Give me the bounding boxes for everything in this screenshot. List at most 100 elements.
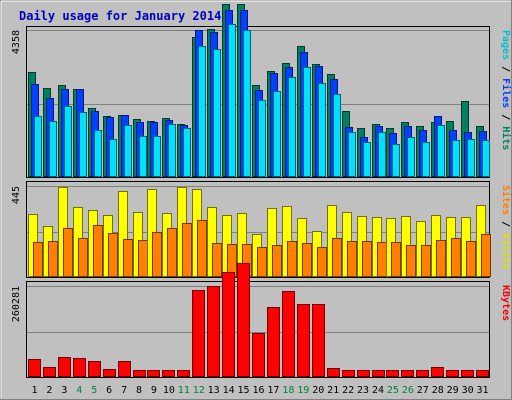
bar-pages-day-10: [168, 124, 176, 177]
legend-part: /: [500, 108, 511, 126]
bar-sites-day-3: [63, 228, 73, 277]
day-label-22: 22: [342, 385, 354, 396]
bar-sites-day-4: [78, 238, 88, 277]
bar-pages-day-5: [94, 130, 102, 177]
bar-sites-day-18: [287, 241, 297, 277]
chart-panels: 4358 Pages / Files / Hits 445 Sites / Visit…: [11, 4, 512, 378]
bar-kbytes-day-24: [372, 370, 385, 377]
bar-kbytes-day-7: [118, 361, 131, 377]
day-label-4: 4: [76, 385, 82, 396]
bar-pages-day-24: [378, 132, 386, 177]
bar-pages-day-4: [79, 112, 87, 177]
bar-kbytes-day-28: [431, 367, 444, 377]
chart-title: Daily usage for January 2014: [19, 9, 221, 23]
bar-kbytes-day-4: [73, 358, 86, 377]
bar-pages-day-30: [467, 139, 475, 177]
bar-pages-day-11: [183, 128, 191, 177]
bar-sites-day-11: [182, 223, 192, 277]
bar-sites-day-13: [212, 243, 222, 277]
bar-kbytes-day-20: [312, 304, 325, 377]
bar-pages-day-3: [64, 106, 72, 177]
day-label-23: 23: [357, 385, 369, 396]
bar-pages-day-28: [437, 125, 445, 177]
day-label-14: 14: [223, 385, 235, 396]
bar-sites-day-19: [302, 243, 312, 277]
bar-sites-day-6: [108, 233, 118, 277]
legend-part: Pages: [500, 30, 511, 60]
bar-kbytes-day-11: [177, 370, 190, 377]
day-label-8: 8: [136, 385, 142, 396]
day-label-15: 15: [238, 385, 250, 396]
bar-sites-day-29: [451, 238, 461, 277]
bar-sites-day-25: [391, 242, 401, 277]
scale-label: 260281: [11, 286, 22, 322]
bar-sites-day-23: [362, 241, 372, 277]
bar-pages-day-19: [303, 67, 311, 177]
day-label-16: 16: [252, 385, 264, 396]
bar-sites-day-30: [466, 241, 476, 277]
bar-pages-day-6: [109, 139, 117, 177]
panel-1: 4358 Pages / Files / Hits: [11, 4, 512, 178]
bar-sites-day-22: [347, 241, 357, 277]
day-label-31: 31: [477, 385, 489, 396]
bar-pages-day-23: [363, 142, 371, 177]
legend-part: /: [500, 60, 511, 78]
bar-pages-day-18: [288, 77, 296, 177]
bar-sites-day-2: [48, 241, 58, 277]
day-label-28: 28: [432, 385, 444, 396]
bar-kbytes-day-25: [386, 370, 399, 377]
bar-kbytes-day-16: [252, 333, 265, 377]
day-label-7: 7: [121, 385, 127, 396]
legend: KBytes: [500, 285, 511, 321]
bar-sites-day-7: [123, 239, 133, 277]
legend-part: /: [500, 215, 511, 233]
day-label-11: 11: [178, 385, 190, 396]
bar-kbytes-day-5: [88, 361, 101, 377]
bar-pages-day-15: [243, 30, 251, 177]
day-label-13: 13: [208, 385, 220, 396]
bar-kbytes-day-14: [222, 272, 235, 377]
bar-pages-day-25: [392, 144, 400, 177]
bar-pages-day-27: [422, 142, 430, 177]
day-label-30: 30: [462, 385, 474, 396]
bar-kbytes-day-18: [282, 291, 295, 377]
day-label-26: 26: [402, 385, 414, 396]
day-label-24: 24: [372, 385, 384, 396]
bar-kbytes-day-21: [327, 368, 340, 377]
legend: Pages / Files / Hits: [500, 30, 512, 150]
bar-pages-day-13: [213, 49, 221, 177]
scale-label: 4358: [11, 30, 22, 54]
bar-pages-day-29: [452, 140, 460, 177]
bar-kbytes-day-10: [162, 370, 175, 377]
bar-kbytes-day-3: [58, 357, 71, 377]
bar-kbytes-day-30: [461, 370, 474, 377]
bar-kbytes-day-9: [147, 370, 160, 377]
day-label-1: 1: [31, 385, 37, 396]
day-labels: 1 2 3 4 5 6 7 8 9 10 11 12 13 14 15 16 17 18 19 20 21 22 23 24 2…: [31, 385, 488, 396]
bar-pages-day-12: [198, 46, 206, 177]
bar-sites-day-8: [138, 240, 148, 277]
day-label-19: 19: [297, 385, 309, 396]
bar-sites-day-20: [317, 247, 327, 277]
day-label-29: 29: [447, 385, 459, 396]
day-label-21: 21: [327, 385, 339, 396]
day-label-6: 6: [106, 385, 112, 396]
bar-kbytes-day-6: [103, 369, 116, 377]
day-label-5: 5: [91, 385, 97, 396]
bar-kbytes-day-17: [267, 307, 280, 377]
bar-sites-day-21: [332, 238, 342, 277]
legend-part: Hits: [500, 126, 512, 150]
bar-sites-day-31: [481, 234, 491, 277]
day-label-10: 10: [163, 385, 175, 396]
bar-sites-day-24: [377, 242, 387, 277]
bar-pages-day-2: [49, 121, 57, 177]
bar-kbytes-day-1: [28, 359, 41, 377]
bar-kbytes-day-19: [297, 304, 310, 377]
bar-sites-day-1: [33, 242, 43, 277]
bar-kbytes-day-15: [237, 263, 250, 377]
bar-pages-day-22: [348, 132, 356, 177]
day-label-18: 18: [282, 385, 294, 396]
bar-kbytes-day-8: [133, 370, 146, 377]
bar-sites-day-27: [421, 245, 431, 277]
bar-kbytes-day-26: [401, 370, 414, 377]
